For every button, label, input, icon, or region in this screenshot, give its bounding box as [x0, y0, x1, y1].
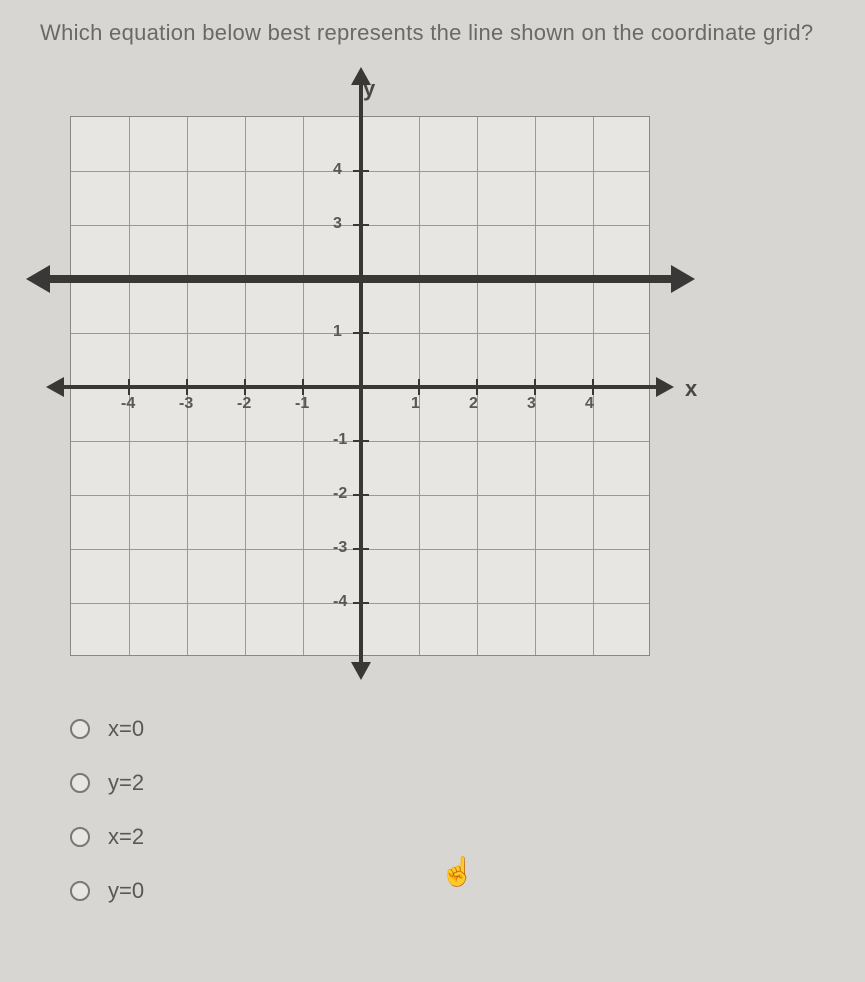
- option-a[interactable]: x=0: [70, 716, 825, 742]
- question-text: Which equation below best represents the…: [40, 20, 825, 46]
- option-label: y=0: [108, 878, 144, 904]
- radio-icon: [70, 773, 90, 793]
- radio-icon: [70, 719, 90, 739]
- option-label: x=0: [108, 716, 144, 742]
- option-b[interactable]: y=2: [70, 770, 825, 796]
- cursor-icon: ☝: [440, 855, 475, 888]
- x-axis-label: x: [685, 376, 697, 402]
- radio-icon: [70, 881, 90, 901]
- option-c[interactable]: x=2: [70, 824, 825, 850]
- coordinate-grid: y x -4-3-2-11234-4-3-2-1134: [70, 76, 690, 676]
- graph-area: -4-3-2-11234-4-3-2-1134: [70, 116, 650, 656]
- option-label: x=2: [108, 824, 144, 850]
- option-label: y=2: [108, 770, 144, 796]
- radio-icon: [70, 827, 90, 847]
